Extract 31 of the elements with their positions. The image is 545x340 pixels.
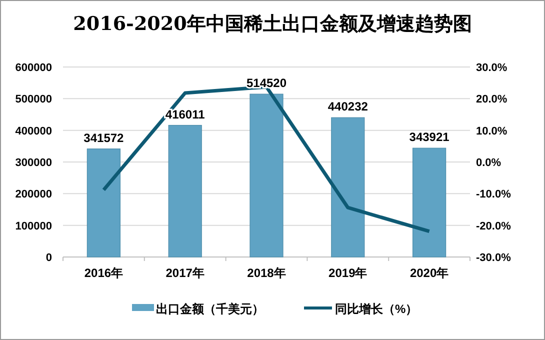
y2-tick-label: 0.0% <box>476 157 502 169</box>
y-tick-label: 0 <box>46 252 52 264</box>
bar <box>250 94 284 258</box>
y2-tick-label: -10.0% <box>476 188 512 201</box>
y2-tick-label: 30.0% <box>476 62 508 74</box>
x-tick-label: 2016年 <box>84 266 124 280</box>
legend-label: 出口金额（千美元） <box>156 302 264 316</box>
y-tick-label: 600000 <box>15 62 52 74</box>
data-label: 341572 <box>84 130 124 145</box>
y2-tick-label: 20.0% <box>476 94 508 106</box>
data-label: 440232 <box>328 100 368 114</box>
bar <box>86 148 120 258</box>
y2-tick-label: -20.0% <box>476 220 512 232</box>
chart-title: 2016-2020年中国稀土出口金额及增速趋势图 <box>73 13 472 35</box>
bar <box>168 124 202 258</box>
data-label: 343921 <box>409 130 450 144</box>
x-tick-label: 2020年 <box>410 266 449 280</box>
y-tick-label: 500000 <box>15 94 52 106</box>
y2-tick-label: 10.0% <box>476 125 508 138</box>
data-label: 514520 <box>246 76 287 90</box>
x-tick-label: 2018年 <box>247 266 286 280</box>
y2-tick-label: -30.0% <box>476 252 512 264</box>
legend-label: 同比增长（%） <box>335 302 418 316</box>
bar <box>331 117 365 258</box>
y-tick-label: 300000 <box>15 157 52 169</box>
y-tick-label: 100000 <box>15 220 52 232</box>
bar <box>412 148 446 258</box>
x-tick-label: 2019年 <box>328 266 368 280</box>
y-tick-label: 200000 <box>15 188 52 201</box>
y-tick-label: 400000 <box>15 125 52 138</box>
x-tick-label: 2017年 <box>166 266 204 280</box>
